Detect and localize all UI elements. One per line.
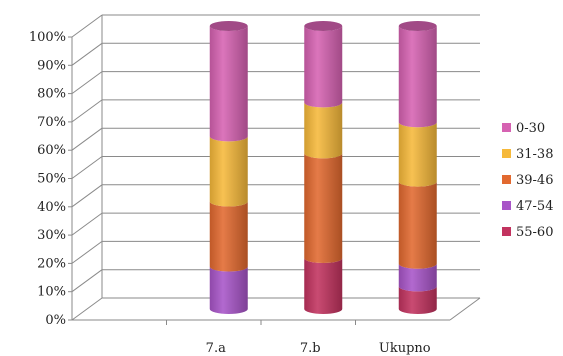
legend-swatch [502, 175, 511, 184]
gridline-diagonal [71, 99, 103, 123]
legend-label: 0-30 [516, 121, 545, 136]
y-tick-label: 50% [37, 172, 66, 187]
legend-swatch [502, 201, 511, 210]
legend-swatch [502, 123, 511, 132]
bar-segment-31-38 [398, 122, 437, 187]
floor-right-edge [449, 297, 481, 321]
bar-segment-39-46 [209, 201, 248, 272]
bar-segment-47-54 [209, 266, 248, 314]
legend-label: 47-54 [516, 199, 553, 214]
x-category-label: 7.b [300, 341, 321, 356]
bars [209, 21, 437, 314]
bar-top-cap [398, 21, 437, 31]
gridline-diagonal [71, 127, 103, 151]
gridline-diagonal [71, 240, 103, 264]
gridlines [68, 14, 480, 325]
legend-label: 39-46 [516, 173, 553, 188]
y-axis-labels: 0% 10% 20% 30% 40% 50% 60% 70% 80% 90% 100% [29, 30, 66, 328]
bar-top-cap [304, 21, 343, 31]
bar-segment-39-46 [304, 153, 343, 264]
legend-swatch [502, 149, 511, 158]
gridline-diagonal [71, 71, 103, 95]
bar-segment-0-30 [304, 26, 343, 108]
bar-segment-31-38 [304, 102, 343, 159]
gridline-diagonal [71, 156, 103, 179]
legend: 0-30 31-38 39-46 47-54 55-60 [502, 121, 553, 240]
bar-segment-0-30 [209, 26, 248, 142]
x-axis-labels: 7.a 7.b Ukupno [206, 341, 431, 356]
bar-segment-47-54 [398, 263, 437, 292]
gridline-diagonal [71, 42, 103, 66]
legend-label: 31-38 [516, 147, 553, 162]
bar-segment-31-38 [209, 136, 248, 207]
gridline-diagonal [71, 297, 103, 321]
y-tick-label: 30% [37, 228, 66, 243]
y-tick-label: 60% [37, 143, 66, 158]
legend-label: 55-60 [516, 225, 553, 240]
y-tick-label: 80% [37, 87, 66, 102]
bar-segment-55-60 [304, 258, 343, 314]
bar-top-cap [209, 21, 248, 31]
y-tick-label: 40% [37, 200, 66, 215]
x-category-label: 7.a [206, 341, 226, 356]
gridline-diagonal [71, 212, 103, 236]
legend-swatch [502, 227, 511, 236]
y-tick-label: 70% [37, 115, 66, 130]
bar-segment-0-30 [398, 26, 437, 128]
gridline-diagonal [71, 14, 103, 38]
y-tick-label: 100% [29, 30, 66, 45]
x-category-label: Ukupno [379, 341, 431, 356]
gridline-diagonal [71, 184, 103, 208]
y-tick-label: 10% [37, 285, 66, 300]
y-tick-label: 90% [37, 58, 66, 73]
y-tick-label: 0% [45, 313, 66, 328]
bar-segment-55-60 [398, 286, 437, 314]
y-tick-label: 20% [37, 256, 66, 271]
gridline-diagonal [71, 269, 103, 293]
bar-segment-39-46 [398, 181, 437, 269]
